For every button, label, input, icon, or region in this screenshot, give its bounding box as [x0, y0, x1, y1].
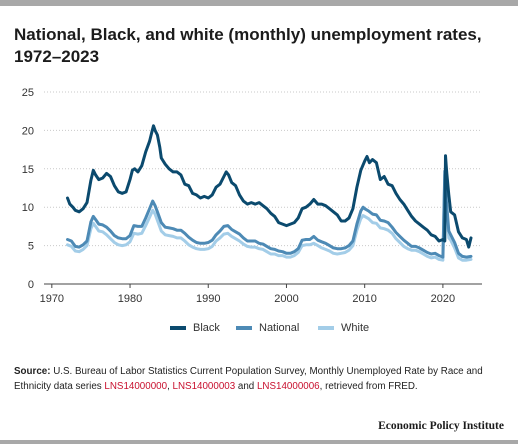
y-tick-label: 0	[28, 279, 34, 291]
x-tick-label: 1980	[118, 293, 142, 305]
legend-label-black: Black	[193, 322, 220, 334]
series-line-white	[66, 173, 473, 262]
y-tick-label: 20	[22, 125, 34, 137]
legend-label-national: National	[259, 322, 300, 334]
chart-title: National, Black, and white (monthly) une…	[14, 25, 482, 66]
source-label: Source:	[14, 366, 51, 377]
x-tick-label: 2000	[274, 293, 298, 305]
top-rule	[0, 0, 518, 6]
series-line-black	[66, 124, 473, 249]
chart-legend: Black National White	[0, 322, 518, 338]
y-tick-label: 15	[22, 164, 34, 176]
legend-swatch-national	[236, 326, 252, 330]
legend-swatch-white	[318, 326, 334, 330]
series-link-white[interactable]: LNS14000006	[256, 381, 320, 392]
series-link-black[interactable]: LNS14000003	[172, 381, 236, 392]
x-tick-label: 1970	[40, 293, 64, 305]
y-tick-label: 10	[22, 202, 34, 214]
bottom-rule	[0, 440, 518, 444]
source-note: Source: U.S. Bureau of Labor Statistics …	[14, 364, 509, 394]
legend-item-national: National	[236, 322, 299, 334]
y-tick-label: 5	[28, 241, 34, 253]
publisher-logo-text: Economic Policy Institute	[378, 420, 504, 432]
legend-swatch-black	[170, 326, 186, 330]
legend-label-white: White	[341, 322, 370, 334]
x-tick-label: 1990	[196, 293, 220, 305]
x-tick-label: 2020	[431, 293, 455, 305]
series-link-national[interactable]: LNS14000000	[104, 381, 168, 392]
source-text-1: U.S. Bureau of Labor Statistics Current …	[14, 366, 483, 392]
line-chart: 0 5 10 15 20 25 1970 1980 1990 2000 2010 2020	[22, 87, 482, 305]
source-sep-2: and	[235, 381, 257, 392]
x-tick-label: 2010	[352, 293, 376, 305]
legend-item-white: White	[318, 322, 369, 334]
y-tick-label: 25	[22, 87, 34, 99]
source-sep-1: ,	[167, 381, 173, 392]
series-line-national	[66, 169, 473, 259]
source-text-2: , retrieved from FRED.	[319, 381, 418, 392]
legend-item-black: Black	[170, 322, 220, 334]
